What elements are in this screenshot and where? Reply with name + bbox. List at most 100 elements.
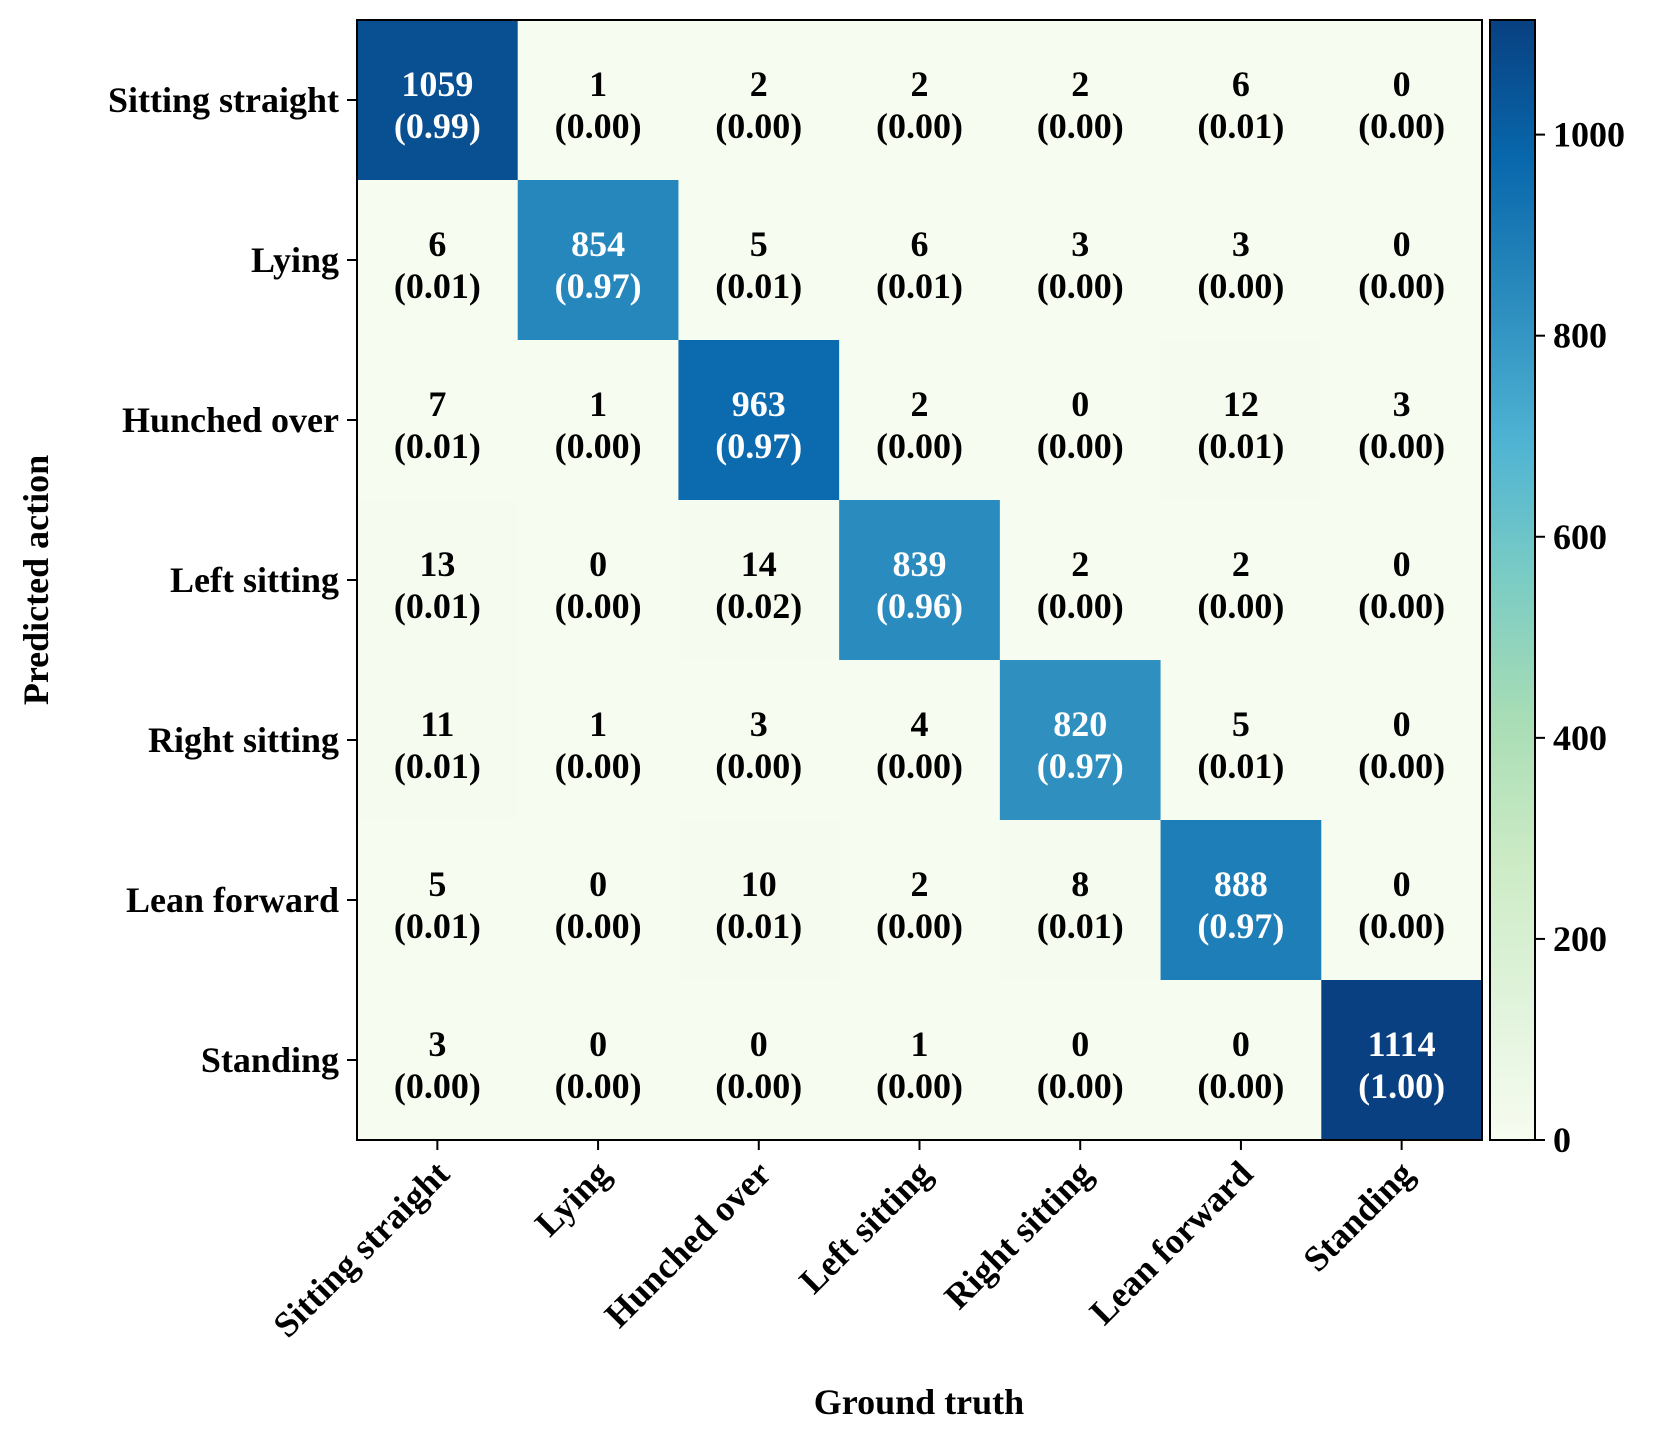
heatmap-cell (1160, 980, 1322, 1141)
cell-count-label: 0 (1071, 1024, 1089, 1064)
heatmap-cell (839, 820, 1001, 981)
y-tick-label: Lying (251, 240, 339, 280)
cell-count-label: 1 (911, 1024, 929, 1064)
heatmap-cell (1160, 20, 1322, 181)
heatmap-cell (839, 500, 1001, 661)
cell-count-label: 0 (1393, 224, 1411, 264)
cell-count-label: 3 (750, 704, 768, 744)
heatmap-cell (678, 660, 840, 821)
cell-count-label: 3 (1232, 224, 1250, 264)
cell-count-label: 2 (1232, 544, 1250, 584)
y-tick-label: Right sitting (148, 720, 339, 760)
colorbar-tick-label: 0 (1553, 1120, 1571, 1160)
cell-proportion-label: (0.00) (1358, 586, 1445, 626)
cell-count-label: 10 (741, 864, 777, 904)
heatmap-cell (1160, 660, 1322, 821)
cell-count-label: 0 (1071, 384, 1089, 424)
cell-proportion-label: (0.01) (715, 266, 802, 306)
cell-proportion-label: (0.00) (555, 106, 642, 146)
colorbar-tick-label: 400 (1553, 718, 1607, 758)
cell-proportion-label: (0.01) (876, 266, 963, 306)
heatmap-cell (839, 980, 1001, 1141)
cell-proportion-label: (0.00) (555, 746, 642, 786)
cell-proportion-label: (0.97) (555, 266, 642, 306)
heatmap-cell (357, 500, 519, 661)
heatmap-cell (517, 340, 679, 501)
cell-count-label: 963 (732, 384, 786, 424)
cell-proportion-label: (0.00) (715, 106, 802, 146)
heatmap-cell (999, 180, 1162, 341)
cell-count-label: 820 (1053, 704, 1107, 744)
cell-proportion-label: (0.01) (1197, 746, 1284, 786)
cell-count-label: 5 (1232, 704, 1250, 744)
heatmap-cell (357, 660, 519, 821)
cell-count-label: 0 (1393, 704, 1411, 744)
heatmap-cell (839, 180, 1001, 341)
y-tick-label: Hunched over (122, 400, 339, 440)
cell-proportion-label: (0.00) (555, 586, 642, 626)
cell-proportion-label: (0.00) (876, 906, 963, 946)
heatmap-cell (999, 20, 1162, 181)
x-tick-label: Right sitting (937, 1153, 1100, 1316)
cell-count-label: 7 (428, 384, 446, 424)
heatmap-cell (357, 180, 519, 341)
x-tick-label: Standing (1295, 1153, 1421, 1279)
cell-proportion-label: (0.01) (1037, 906, 1124, 946)
cell-count-label: 0 (1393, 864, 1411, 904)
cell-count-label: 5 (750, 224, 768, 264)
colorbar-tick-label: 800 (1553, 316, 1607, 356)
heatmap-cell (517, 980, 679, 1141)
cell-count-label: 4 (911, 704, 929, 744)
y-tick-label: Standing (201, 1040, 339, 1080)
heatmap-cell (999, 340, 1162, 501)
colorbar-ticks: 0 200 400 600 800 1000 (1535, 115, 1625, 1160)
colorbar-tick-label: 600 (1553, 517, 1607, 557)
cell-proportion-label: (0.00) (876, 426, 963, 466)
cell-proportion-label: (1.00) (1358, 1066, 1445, 1106)
heatmap-cell (1321, 340, 1483, 501)
heatmap-cell (357, 980, 519, 1141)
y-tick-label: Sitting straight (108, 80, 339, 120)
cell-proportion-label: (0.01) (1197, 106, 1284, 146)
heatmap-cell (678, 340, 840, 501)
cell-proportion-label: (0.97) (715, 426, 802, 466)
cell-count-label: 1 (589, 704, 607, 744)
cell-proportion-label: (0.01) (394, 586, 481, 626)
heatmap-cell (839, 20, 1001, 181)
cell-proportion-label: (0.01) (394, 266, 481, 306)
heatmap-cell (1321, 180, 1483, 341)
cell-count-label: 12 (1223, 384, 1259, 424)
cell-count-label: 0 (1232, 1024, 1250, 1064)
cell-proportion-label: (0.00) (1358, 426, 1445, 466)
cell-count-label: 13 (419, 544, 455, 584)
heatmap-cell (678, 820, 840, 981)
heatmap-cell (1321, 820, 1483, 981)
heatmap-cell (357, 20, 519, 181)
y-axis-title: Predicted action (16, 455, 56, 705)
cell-proportion-label: (0.00) (715, 746, 802, 786)
cell-count-label: 2 (750, 64, 768, 104)
heatmap-cell (1160, 180, 1322, 341)
cell-proportion-label: (0.00) (1197, 266, 1284, 306)
heatmap-cell (517, 180, 679, 341)
heatmap-cell (1160, 820, 1322, 981)
x-tick-label: Lean forward (1082, 1153, 1261, 1332)
cell-count-label: 839 (893, 544, 947, 584)
y-tick-label: Left sitting (170, 560, 339, 600)
cell-proportion-label: (0.01) (394, 906, 481, 946)
heatmap-cell (357, 340, 519, 501)
y-tick-label: Lean forward (126, 880, 339, 920)
cell-proportion-label: (0.00) (555, 1066, 642, 1106)
x-tick-label: Left sitting (791, 1153, 939, 1301)
cell-proportion-label: (0.00) (876, 106, 963, 146)
cell-proportion-label: (0.00) (1358, 746, 1445, 786)
colorbar-tick-label: 200 (1553, 919, 1607, 959)
cell-count-label: 1 (589, 64, 607, 104)
heatmap-cell (839, 660, 1001, 821)
heatmap-cell (678, 500, 840, 661)
cell-count-label: 3 (1071, 224, 1089, 264)
cell-proportion-label: (0.01) (715, 906, 802, 946)
cell-count-label: 0 (1393, 64, 1411, 104)
